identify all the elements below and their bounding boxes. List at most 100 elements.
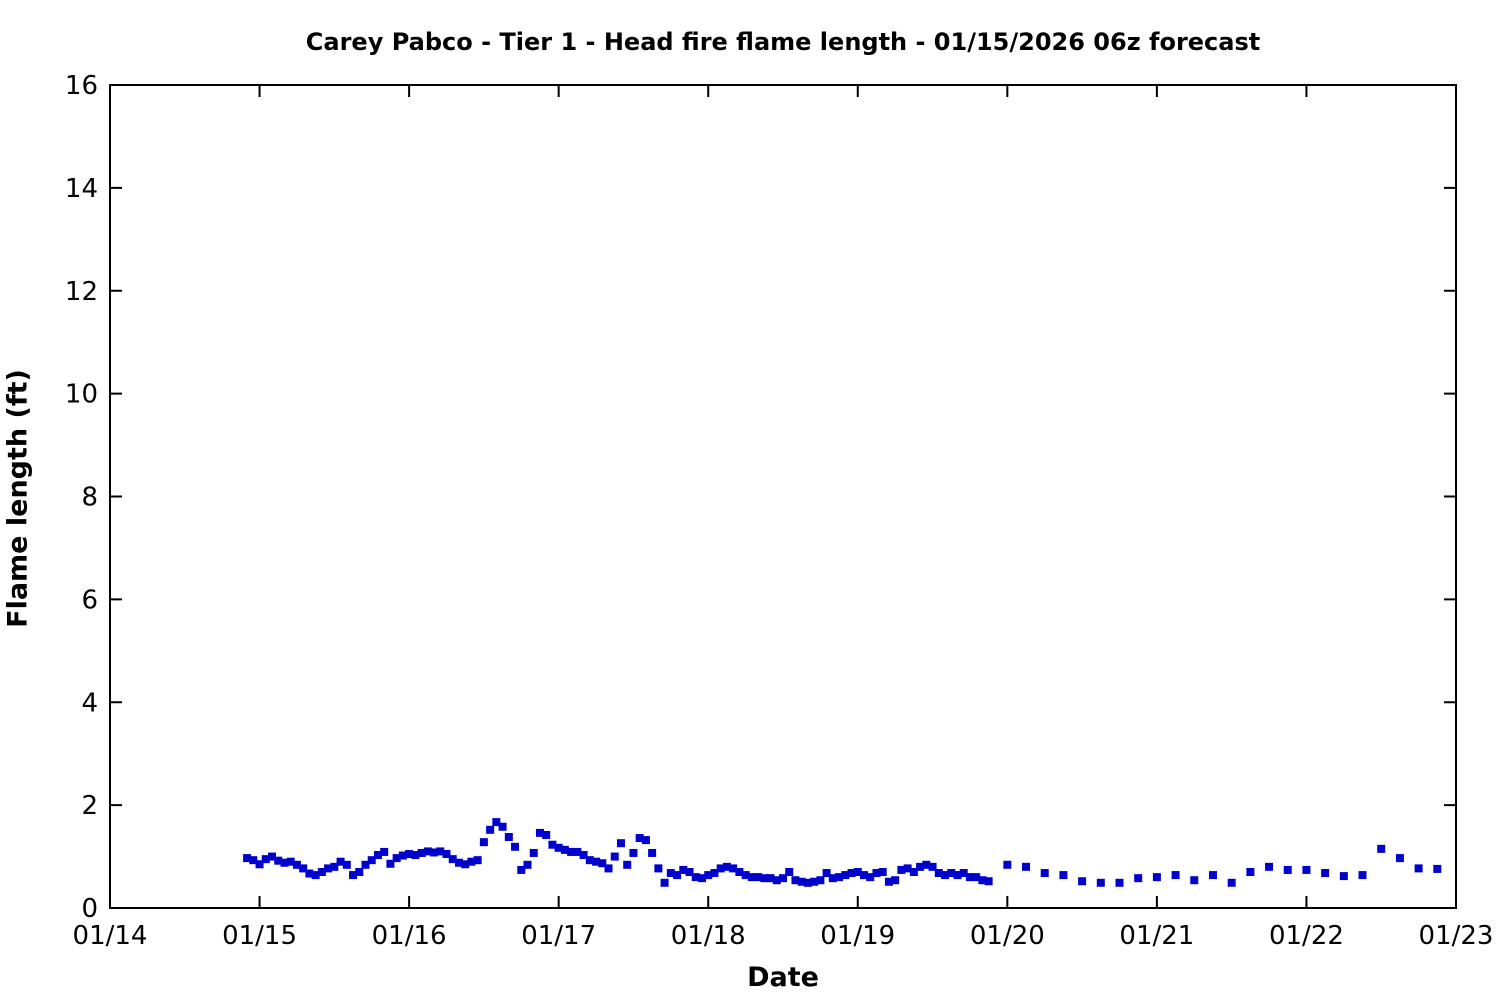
data-point-marker bbox=[486, 825, 495, 834]
data-point-marker bbox=[598, 859, 607, 868]
data-point-marker bbox=[697, 874, 706, 883]
data-point-marker bbox=[623, 860, 632, 869]
data-point-marker bbox=[398, 851, 407, 860]
data-point-marker bbox=[1040, 869, 1049, 878]
data-point-marker bbox=[816, 876, 825, 885]
data-point-marker bbox=[629, 848, 638, 857]
data-point-marker bbox=[1171, 871, 1180, 880]
data-point-marker bbox=[847, 869, 856, 878]
x-tick-label: 01/16 bbox=[372, 921, 447, 951]
data-point-marker bbox=[324, 864, 333, 873]
data-point-marker bbox=[860, 871, 869, 880]
x-tick-label: 01/17 bbox=[521, 921, 596, 951]
data-point-marker bbox=[641, 836, 650, 845]
data-point-marker bbox=[1152, 873, 1161, 882]
chart-title: Carey Pabco - Tier 1 - Head fire flame l… bbox=[305, 28, 1261, 56]
data-point-marker bbox=[361, 860, 370, 869]
data-point-marker bbox=[965, 873, 974, 882]
data-point-marker bbox=[934, 869, 943, 878]
data-point-marker bbox=[1227, 878, 1236, 887]
data-point-marker bbox=[884, 877, 893, 886]
data-point-marker bbox=[467, 857, 476, 866]
x-tick-label: 01/18 bbox=[671, 921, 746, 951]
y-tick-label: 10 bbox=[65, 380, 98, 410]
data-point-marker bbox=[311, 871, 320, 880]
y-tick-label: 4 bbox=[81, 688, 98, 718]
data-point-marker bbox=[853, 867, 862, 876]
data-point-marker bbox=[529, 848, 538, 857]
y-tick-label: 14 bbox=[65, 174, 98, 204]
data-point-marker bbox=[716, 864, 725, 873]
data-point-marker bbox=[492, 818, 501, 827]
data-point-marker bbox=[579, 851, 588, 860]
x-axis-label: Date bbox=[747, 962, 819, 993]
data-point-marker bbox=[710, 869, 719, 878]
data-point-marker bbox=[916, 862, 925, 871]
data-point-marker bbox=[1283, 865, 1292, 874]
data-point-marker bbox=[1265, 862, 1274, 871]
data-point-marker bbox=[972, 873, 981, 882]
data-point-marker bbox=[280, 858, 289, 867]
data-point-marker bbox=[735, 867, 744, 876]
data-point-marker bbox=[504, 833, 513, 842]
data-point-marker bbox=[897, 865, 906, 874]
data-point-marker bbox=[922, 860, 931, 869]
data-point-marker bbox=[454, 858, 463, 867]
data-point-marker bbox=[810, 877, 819, 886]
data-point-marker bbox=[878, 867, 887, 876]
data-point-marker bbox=[436, 847, 445, 856]
data-point-marker bbox=[953, 871, 962, 880]
data-point-marker bbox=[722, 862, 731, 871]
data-point-marker bbox=[373, 851, 382, 860]
data-point-marker bbox=[984, 877, 993, 886]
data-point-marker bbox=[392, 854, 401, 863]
data-point-marker bbox=[349, 871, 358, 880]
data-point-marker bbox=[891, 876, 900, 885]
y-tick-label: 12 bbox=[65, 277, 98, 307]
data-point-marker bbox=[785, 867, 794, 876]
data-point-marker bbox=[261, 855, 270, 864]
data-point-marker bbox=[648, 848, 657, 857]
data-point-marker bbox=[330, 862, 339, 871]
data-point-marker bbox=[635, 834, 644, 843]
data-point-marker bbox=[872, 869, 881, 878]
data-point-marker bbox=[791, 876, 800, 885]
data-point-marker bbox=[928, 862, 937, 871]
x-tick-label: 01/15 bbox=[222, 921, 297, 951]
x-tick-label: 01/20 bbox=[970, 921, 1045, 951]
data-point-marker bbox=[679, 865, 688, 874]
data-point-marker bbox=[517, 865, 526, 874]
data-point-marker bbox=[292, 860, 301, 869]
data-point-marker bbox=[909, 867, 918, 876]
data-point-marker bbox=[616, 839, 625, 848]
data-point-marker bbox=[1190, 876, 1199, 885]
x-tick-label: 01/23 bbox=[1419, 921, 1494, 951]
data-point-marker bbox=[1134, 874, 1143, 883]
data-point-marker bbox=[903, 864, 912, 873]
data-point-marker bbox=[548, 840, 557, 849]
data-point-marker bbox=[380, 847, 389, 856]
data-point-marker bbox=[1339, 872, 1348, 881]
data-point-marker bbox=[1358, 871, 1367, 880]
data-point-marker bbox=[305, 869, 314, 878]
data-point-marker bbox=[560, 845, 569, 854]
data-point-marker bbox=[704, 871, 713, 880]
data-point-marker bbox=[367, 856, 376, 865]
data-point-marker bbox=[660, 878, 669, 887]
data-point-marker bbox=[729, 864, 738, 873]
data-point-marker bbox=[779, 874, 788, 883]
data-point-marker bbox=[336, 857, 345, 866]
data-point-marker bbox=[567, 847, 576, 856]
data-point-marker bbox=[592, 857, 601, 866]
data-point-marker bbox=[1414, 864, 1423, 873]
data-point-marker bbox=[654, 864, 663, 873]
data-point-marker bbox=[1096, 878, 1105, 887]
data-point-marker bbox=[542, 830, 551, 839]
data-point-marker bbox=[286, 857, 295, 866]
data-point-marker bbox=[666, 869, 675, 878]
data-point-marker bbox=[1078, 877, 1087, 886]
x-tick-label: 01/21 bbox=[1119, 921, 1194, 951]
data-point-marker bbox=[822, 869, 831, 878]
data-point-marker bbox=[978, 876, 987, 885]
